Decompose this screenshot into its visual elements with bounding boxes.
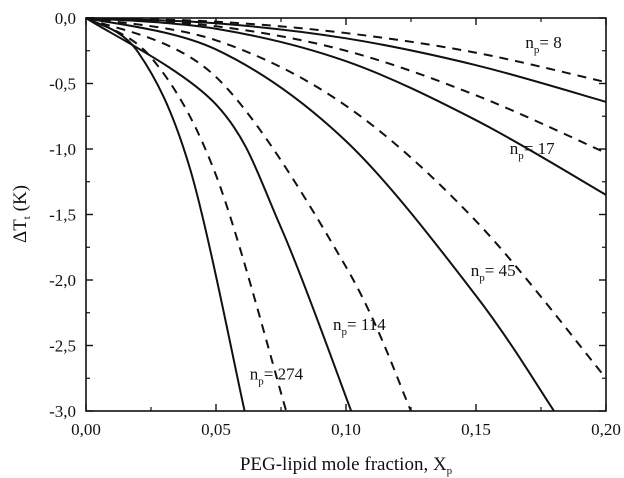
x-tick-label: 0,15 [461,420,491,439]
x-tick-label: 0,00 [71,420,101,439]
annotation-label-1: np= 8 [525,33,561,56]
y-tick-label: -0,5 [49,75,76,94]
tick-marks [85,17,607,412]
y-tick-label: 0,0 [55,9,76,28]
tick-labels: 0,00 0,05 0,10 0,15 0,20 0,0 -0,5 -1,0 -1,5 -2,0 -… [49,9,621,439]
series-9-dashed-line [85,17,288,412]
annotations: np= 8 np= 17 np= 45 np= 114 np= 274 [250,33,562,387]
annotation-label-5: np= 274 [250,365,304,388]
y-tick-label: -1,0 [49,140,76,159]
series-8-solid-line [85,17,353,412]
y-tick-label: -2,5 [49,337,76,356]
y-axis-title: ΔTt (K) [10,185,33,243]
annotation-label-3: np= 45 [471,261,516,284]
x-tick-label: 0,20 [591,420,621,439]
annotation-label-2: np= 17 [510,139,555,162]
series-5-dashed-line [85,17,607,379]
x-tick-label: 0,10 [331,420,361,439]
x-axis-title: PEG-lipid mole fraction, Xp [240,454,453,477]
y-tick-label: -1,5 [49,206,76,225]
y-tick-label: -2,0 [49,271,76,290]
series-10-solid-line [85,17,246,412]
series-2-solid-line [85,17,607,103]
series-7-dashed-line [85,17,412,412]
series-3-dashed-line [85,17,607,154]
series-6-solid-line [85,17,555,412]
series-4-solid-line [85,17,607,196]
plot-frame [85,17,607,412]
x-tick-label: 0,05 [201,420,231,439]
annotation-label-4: np= 114 [333,315,386,338]
y-tick-label: -3,0 [49,402,76,421]
curves [85,17,607,412]
